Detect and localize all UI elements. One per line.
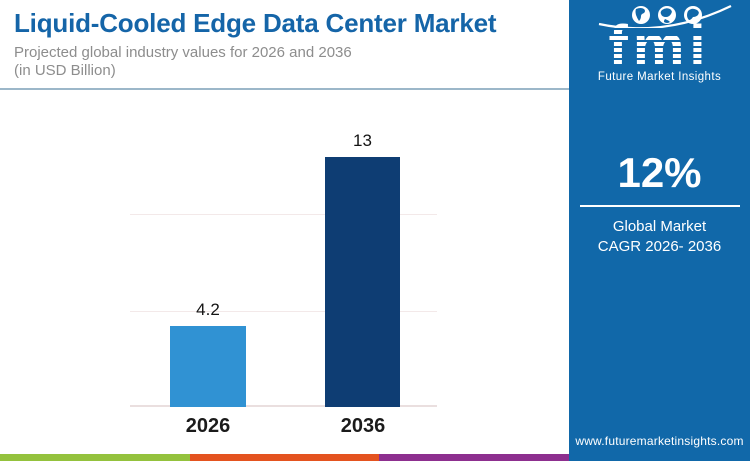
sidebar: fmi Future Market Insights 12% Global Ma… bbox=[569, 0, 750, 461]
bar-value-label: 13 bbox=[353, 131, 372, 151]
page-title: Liquid-Cooled Edge Data Center Market bbox=[14, 8, 497, 38]
x-axis-label-2026: 2026 bbox=[185, 415, 231, 437]
stripe-orange bbox=[189, 454, 380, 461]
subtitle-line1: Projected global industry values for 202… bbox=[14, 44, 352, 61]
cagr-label-line2: CAGR 2026- 2036 bbox=[597, 238, 722, 255]
footer-stripes bbox=[0, 454, 570, 461]
subtitle-line2: (in USD Billion) bbox=[14, 62, 116, 79]
chart-subtitle: Projected global industry values for 202… bbox=[14, 44, 559, 80]
bar-2036 bbox=[325, 157, 400, 407]
bar-2026 bbox=[170, 326, 246, 407]
main-panel: Liquid-Cooled Edge Data Center Market Pr… bbox=[0, 0, 570, 461]
bar-group-2036: 13 bbox=[325, 110, 400, 407]
stripe-purple bbox=[379, 454, 570, 461]
bar-value-label: 4.2 bbox=[196, 300, 220, 320]
bar-chart: 4.2 13 2026 2036 bbox=[130, 110, 437, 437]
fmi-logo-text: fmi bbox=[608, 14, 711, 79]
stat-divider bbox=[579, 205, 740, 207]
x-axis-line bbox=[130, 405, 437, 407]
x-axis-label-2036: 2036 bbox=[340, 415, 386, 437]
cagr-label-line1: Global Market bbox=[612, 218, 707, 235]
cagr-value: 12% bbox=[617, 149, 702, 196]
gridline-10 bbox=[130, 214, 437, 215]
header-divider bbox=[0, 88, 569, 90]
gridline-5 bbox=[130, 311, 437, 312]
cagr-label: Global Market CAGR 2026- 2036 bbox=[598, 217, 721, 257]
stripe-green bbox=[0, 454, 190, 461]
fmi-logo: fmi Future Market Insights bbox=[585, 4, 735, 83]
logo-tagline: Future Market Insights bbox=[597, 71, 722, 83]
website-url: www.futuremarketinsights.com bbox=[575, 434, 744, 448]
chart-header: Liquid-Cooled Edge Data Center Market Pr… bbox=[0, 0, 569, 80]
bar-group-2026: 4.2 bbox=[170, 110, 246, 407]
